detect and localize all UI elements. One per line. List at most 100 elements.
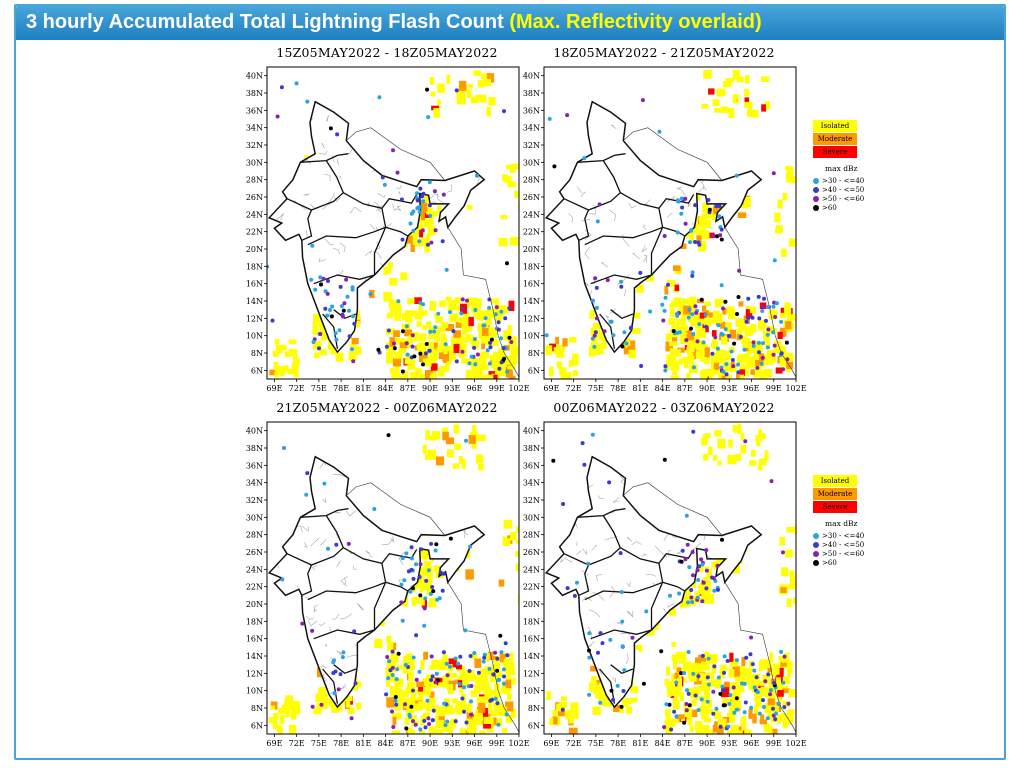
district-line	[549, 499, 557, 507]
district-line	[756, 550, 762, 559]
lightning-cell	[421, 581, 428, 589]
district-line	[610, 308, 616, 315]
lightning-cell	[672, 699, 680, 710]
lightning-cell	[678, 658, 686, 664]
lightning-cell	[483, 683, 489, 691]
district-line	[282, 679, 284, 691]
district-line	[392, 204, 401, 212]
reflectivity-dot	[461, 306, 465, 311]
lightning-cell	[389, 337, 396, 347]
district-line	[721, 264, 726, 269]
reflectivity-dot	[322, 481, 327, 486]
state-border	[584, 226, 663, 246]
lightning-cell	[429, 77, 435, 85]
state-border	[342, 192, 418, 210]
reflectivity-dot	[460, 349, 465, 354]
lightning-cell	[780, 312, 787, 319]
lightning-cell	[498, 353, 505, 364]
reflectivity-dot	[765, 345, 770, 350]
district-line	[749, 247, 757, 253]
lightning-cell	[732, 697, 739, 706]
lightning-cell	[484, 716, 493, 723]
lightning-cell	[425, 430, 431, 441]
lightning-cell	[786, 668, 791, 678]
reflectivity-dot	[730, 358, 735, 362]
district-line	[361, 333, 370, 340]
reflectivity-dot	[719, 227, 724, 232]
lightning-cell	[489, 710, 498, 717]
lightning-cell	[687, 718, 693, 726]
lightning-cell	[418, 333, 427, 341]
lightning-cell	[766, 369, 773, 377]
lightning-cell	[679, 303, 685, 313]
reflectivity-dot	[762, 296, 766, 301]
lightning-cell	[665, 341, 674, 352]
reflectivity-dot	[415, 206, 420, 211]
lightning-cell	[336, 704, 343, 712]
reflectivity-dot	[662, 457, 667, 462]
lon-label: 99E	[766, 739, 782, 748]
lightning-cell	[777, 199, 783, 209]
lightning-cell	[740, 433, 745, 441]
district-line	[717, 478, 724, 486]
reflectivity-dot	[663, 368, 668, 373]
reflectivity-dot	[671, 329, 676, 333]
lat-label: 14N	[246, 652, 263, 661]
lat-label: 32N	[246, 141, 263, 150]
district-line	[269, 112, 273, 123]
reflectivity-dot	[495, 701, 500, 706]
lightning-cell	[556, 344, 565, 354]
reflectivity-dot	[697, 322, 702, 327]
lightning-cell	[507, 661, 515, 671]
reflectivity-dot	[701, 340, 706, 345]
lightning-cell	[724, 354, 731, 360]
reflectivity-dot	[691, 429, 696, 434]
lat-label: 38N	[246, 89, 263, 98]
reflectivity-dot	[458, 654, 463, 659]
state-border	[373, 208, 387, 275]
reflectivity-dot	[473, 308, 478, 312]
lightning-cell	[269, 369, 276, 376]
reflectivity-dot	[590, 432, 595, 437]
lightning-cell	[493, 365, 501, 376]
lightning-cell	[701, 103, 709, 109]
lightning-cell	[769, 652, 774, 662]
lightning-cell	[481, 374, 489, 379]
reflectivity-dot	[341, 314, 345, 319]
reflectivity-dot	[776, 702, 781, 706]
district-line	[433, 149, 439, 154]
reflectivity-dot	[689, 588, 694, 592]
lightning-cell	[676, 667, 682, 675]
reflectivity-dot	[487, 305, 492, 310]
lightning-cell	[434, 312, 439, 318]
district-line	[591, 591, 605, 601]
lightning-cell	[698, 241, 705, 252]
reflectivity-dot	[404, 324, 409, 329]
lat-label: 10N	[246, 332, 263, 341]
lon-label: 84E	[655, 384, 671, 393]
lightning-cell	[328, 699, 335, 707]
lightning-cell	[708, 88, 715, 95]
lightning-cell	[438, 728, 443, 734]
reflectivity-dot	[641, 681, 646, 686]
lightning-cell	[698, 584, 706, 595]
lightning-cell	[468, 316, 474, 327]
lightning-cell	[674, 349, 681, 357]
reflectivity-dot	[684, 702, 689, 706]
reflectivity-dot	[435, 597, 440, 602]
lightning-cell	[468, 83, 473, 89]
state-border	[619, 192, 695, 210]
reflectivity-dot	[495, 668, 500, 673]
lightning-cell	[600, 336, 607, 341]
district-line	[446, 597, 451, 604]
district-line	[437, 192, 445, 204]
reflectivity-dot	[425, 242, 430, 247]
lightning-cell	[699, 706, 708, 713]
lightning-cell	[445, 437, 454, 445]
district-line	[391, 515, 400, 522]
reflectivity-dot	[712, 588, 717, 593]
reflectivity-dot	[622, 668, 627, 673]
lightning-cell	[461, 358, 470, 364]
lightning-cell	[397, 697, 405, 706]
lat-label: 24N	[523, 210, 540, 219]
